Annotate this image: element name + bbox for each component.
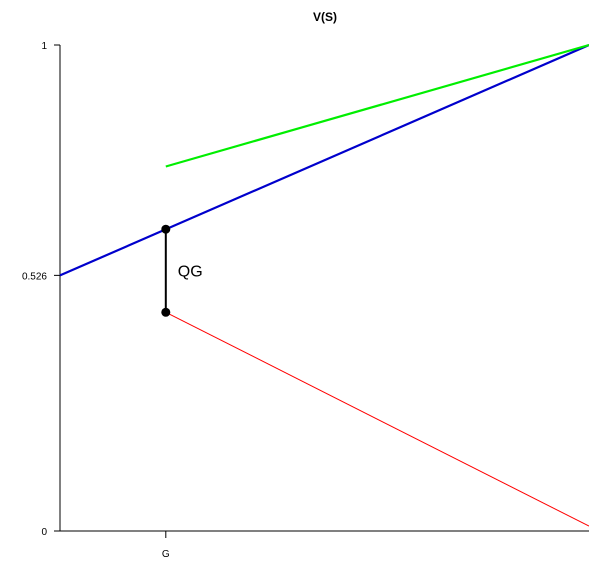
series-red-line [165, 311, 589, 527]
marker-point-0 [161, 224, 171, 234]
x-tick-label: G [162, 549, 170, 560]
y-tick-label: 1 [41, 41, 47, 52]
y-tick-label: 0.526 [22, 271, 47, 282]
y-tick-label: 0 [41, 527, 47, 538]
annotation-label: QG [178, 264, 203, 281]
marker-point-1 [161, 307, 171, 317]
chart-title: V(S) [313, 10, 337, 24]
series-green-line [165, 43, 589, 168]
series-blue-line [59, 43, 589, 277]
